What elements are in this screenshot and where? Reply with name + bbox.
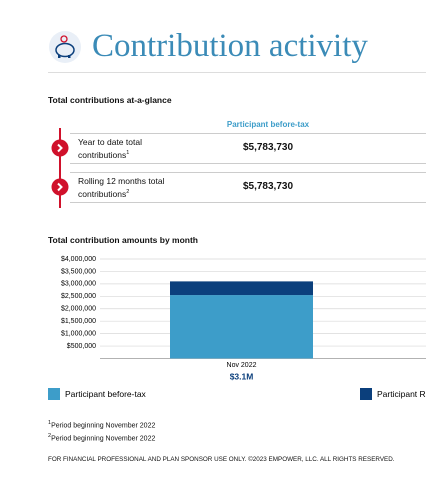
legend-swatch	[360, 388, 372, 400]
row-label: Year to date total contributions1	[78, 137, 174, 161]
footnote-text: Period beginning November 2022	[51, 422, 156, 430]
row-label-sup: 1	[126, 150, 130, 156]
y-tick-label: $500,000	[67, 343, 96, 350]
y-tick-label: $1,000,000	[61, 330, 96, 337]
section-title: Total contributions at-a-glance	[48, 95, 172, 105]
footnote-mark: 1	[48, 420, 52, 426]
row-rule	[70, 163, 426, 164]
total-label: $3.1M	[230, 371, 254, 381]
chart-title: Total contribution amounts by month	[48, 235, 198, 245]
row-label-text: Rolling 12 months total contributions	[78, 176, 165, 199]
footnote-mark: 2	[48, 433, 52, 440]
legend-swatch	[48, 388, 60, 400]
legend-label: Participant R	[377, 389, 426, 399]
title-rule	[48, 72, 426, 73]
row-value: $5,783,730	[242, 181, 294, 192]
x-tick-label: Nov 2022	[227, 362, 257, 369]
column-header: Participant before-tax	[226, 120, 310, 129]
footer: FOR FINANCIAL PROFESSIONAL AND PLAN SPON…	[48, 456, 395, 463]
y-tick-label: $3,500,000	[61, 268, 96, 275]
footnote-text: Period beginning November 2022	[51, 435, 156, 443]
footnotes: 1Period beginning November 2022 2Period …	[48, 418, 155, 445]
bullet-icon	[51, 139, 69, 157]
row-label: Rolling 12 months total contributions2	[78, 176, 174, 200]
y-tick-label: $2,000,000	[61, 306, 96, 313]
row-bullet	[51, 178, 69, 196]
y-tick-label: $1,500,000	[61, 318, 96, 325]
page-title: Contribution activity	[92, 28, 368, 64]
y-tick-label: $2,500,000	[61, 293, 96, 300]
row-rule	[70, 133, 426, 134]
row-rule	[70, 202, 426, 203]
y-tick-label: $4,000,000	[61, 256, 96, 263]
y-tick-label: $3,000,000	[61, 281, 96, 288]
bar-segment	[170, 281, 313, 296]
row-rule	[70, 172, 426, 173]
piggy-icon	[49, 31, 81, 63]
timeline	[59, 128, 61, 208]
footnote: 2Period beginning November 2022	[48, 431, 155, 444]
row-label-sup: 2	[126, 189, 130, 195]
row-bullet	[51, 139, 69, 157]
chart: $500,000 $1,000,000 $1,500,000 $2,000,000 $2…	[48, 256, 426, 400]
legend-label: Participant before-tax	[65, 389, 147, 399]
bullet-icon	[51, 178, 69, 196]
row-value: $5,783,730	[242, 142, 294, 153]
footnote: 1Period beginning November 2022	[48, 418, 155, 431]
bar-segment	[170, 295, 313, 359]
row-label-text: Year to date total contributions	[78, 137, 142, 160]
